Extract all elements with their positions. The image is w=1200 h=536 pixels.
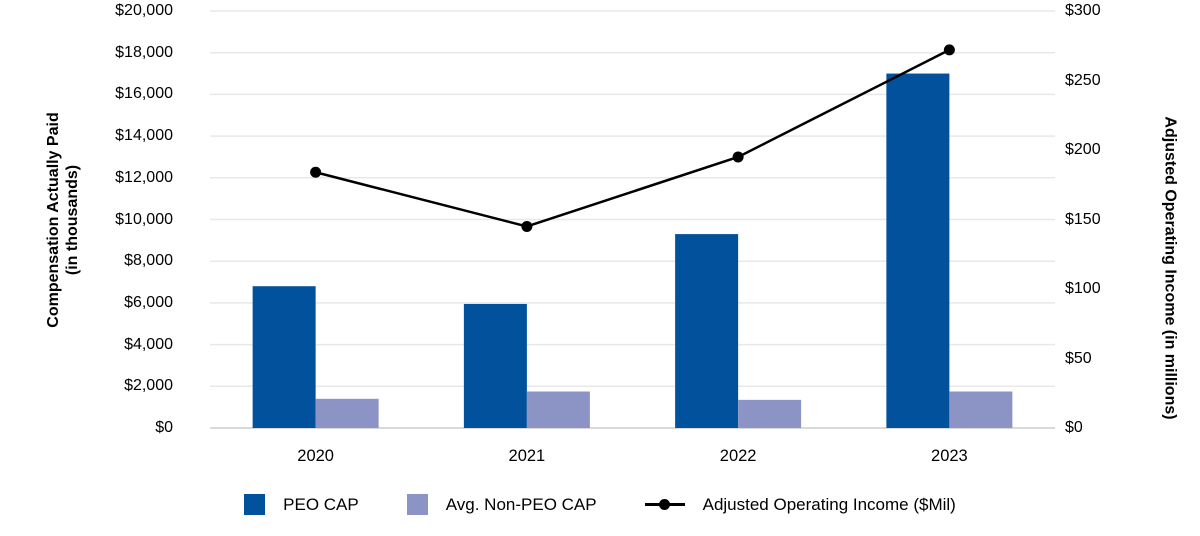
- bar-peo-cap-2022: [675, 234, 739, 428]
- avg-non-peo-cap-swatch-icon: [406, 494, 428, 515]
- legend-item-avg-non-peo-cap: Avg. Non-PEO CAP: [406, 494, 597, 515]
- bar-peo-cap-2023: [886, 73, 950, 429]
- legend-label-peo-cap: PEO CAP: [283, 494, 359, 514]
- left-axis-title-line1: Compensation Actually Paid: [45, 112, 62, 328]
- legend-label-avg-non-peo-cap: Avg. Non-PEO CAP: [445, 494, 597, 514]
- right-tick-label: $100: [1065, 280, 1101, 297]
- right-tick-label: $0: [1065, 419, 1083, 436]
- legend: PEO CAP Avg. Non-PEO CAP Adjusted Operat…: [0, 494, 1200, 515]
- x-tick-label-2021: 2021: [508, 447, 546, 465]
- left-tick-label: $4,000: [124, 335, 173, 353]
- x-tick-label-2020: 2020: [297, 447, 334, 465]
- x-tick-label-2022: 2022: [719, 447, 757, 465]
- left-tick-label: $6,000: [124, 293, 173, 311]
- legend-item-adjusted-operating-income: Adjusted Operating Income ($Mil): [644, 494, 956, 515]
- legend-label-adjusted-operating-income: Adjusted Operating Income ($Mil): [702, 494, 956, 514]
- bar-peo-cap-2020: [252, 286, 316, 428]
- left-tick-label: $0: [155, 419, 173, 436]
- right-tick-label: $150: [1065, 210, 1101, 228]
- right-tick-label: $200: [1065, 141, 1101, 158]
- bar-avg-non-peo-cap-2020: [315, 398, 379, 428]
- line-point-2020: [310, 166, 322, 178]
- left-tick-label: $14,000: [115, 127, 173, 145]
- right-tick-label: $300: [1065, 2, 1101, 19]
- left-tick-label: $10,000: [115, 210, 173, 228]
- left-tick-label: $16,000: [115, 85, 173, 103]
- right-tick-label: $50: [1065, 349, 1092, 367]
- left-tick-label: $12,000: [115, 168, 173, 186]
- left-tick-label: $8,000: [124, 252, 173, 270]
- left-tick-label: $2,000: [124, 377, 173, 395]
- bar-avg-non-peo-cap-2023: [949, 391, 1013, 428]
- line-point-2022: [732, 151, 744, 163]
- legend-item-peo-cap: PEO CAP: [244, 494, 359, 515]
- left-tick-label: $18,000: [115, 43, 173, 61]
- left-tick-label: $20,000: [115, 2, 173, 19]
- line-point-2023: [943, 44, 955, 56]
- right-axis-title: Adjusted Operating Income (in millions): [1161, 116, 1179, 420]
- line-marker-dot: [659, 499, 671, 510]
- peo-cap-swatch-icon: [244, 494, 266, 515]
- x-tick-label-2023: 2023: [931, 447, 968, 465]
- line-marker-icon: [644, 499, 685, 510]
- bar-avg-non-peo-cap-2022: [738, 399, 802, 428]
- adjusted-operating-income-line: [315, 48, 950, 228]
- right-tick-label: $250: [1065, 71, 1101, 89]
- bar-avg-non-peo-cap-2021: [526, 391, 590, 428]
- bar-peo-cap-2021: [463, 303, 527, 428]
- line-point-2021: [521, 220, 533, 232]
- left-axis-title-line2: (in thousands): [64, 164, 81, 276]
- left-axis-title: Compensation Actually Paid (in thousands…: [44, 112, 82, 327]
